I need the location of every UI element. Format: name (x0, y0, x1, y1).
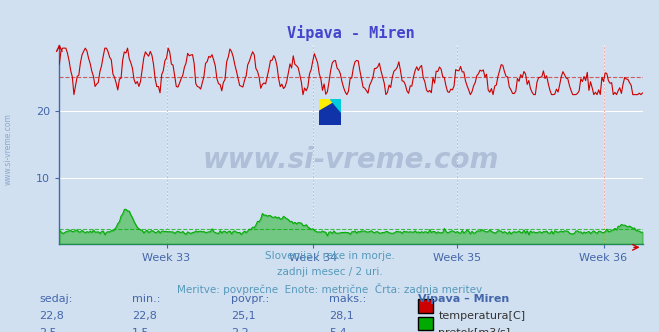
Text: www.si-vreme.com: www.si-vreme.com (3, 114, 13, 185)
Text: Meritve: povprečne  Enote: metrične  Črta: zadnja meritev: Meritve: povprečne Enote: metrične Črta:… (177, 283, 482, 294)
Text: 2,2: 2,2 (231, 328, 248, 332)
Text: Slovenija / reke in morje.: Slovenija / reke in morje. (264, 251, 395, 261)
Text: 28,1: 28,1 (330, 311, 355, 321)
Title: Vipava - Miren: Vipava - Miren (287, 25, 415, 41)
Text: maks.:: maks.: (330, 294, 367, 304)
Text: povpr.:: povpr.: (231, 294, 269, 304)
Text: temperatura[C]: temperatura[C] (438, 311, 525, 321)
Text: 22,8: 22,8 (132, 311, 157, 321)
Text: pretok[m3/s]: pretok[m3/s] (438, 328, 510, 332)
Text: Vipava – Miren: Vipava – Miren (418, 294, 509, 304)
Polygon shape (319, 99, 341, 112)
Text: 1,5: 1,5 (132, 328, 150, 332)
Text: 22,8: 22,8 (40, 311, 65, 321)
Polygon shape (319, 99, 341, 124)
Polygon shape (330, 99, 341, 112)
Text: zadnji mesec / 2 uri.: zadnji mesec / 2 uri. (277, 267, 382, 277)
Text: sedaj:: sedaj: (40, 294, 73, 304)
Text: 2,5: 2,5 (40, 328, 57, 332)
Text: min.:: min.: (132, 294, 160, 304)
Text: 5,4: 5,4 (330, 328, 347, 332)
Text: www.si-vreme.com: www.si-vreme.com (203, 146, 499, 174)
Text: 25,1: 25,1 (231, 311, 255, 321)
